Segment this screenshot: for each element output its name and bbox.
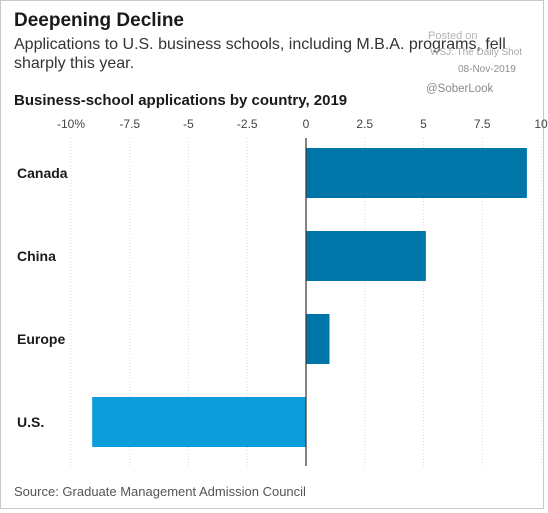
watermark-handle: @SoberLook	[426, 83, 494, 95]
watermark-date: 08-Nov-2019	[458, 64, 516, 75]
category-label: China	[17, 248, 56, 264]
watermark-source: WSJ: The Daily Shot	[430, 47, 523, 58]
x-tick-label: -5	[183, 117, 194, 131]
x-tick-label: 10	[534, 117, 548, 131]
bar-canada	[306, 148, 527, 198]
x-axis: -10% -7.5 -5 -2.5 0 2.5 5 7.5 10	[57, 117, 548, 466]
x-tick-label: 7.5	[474, 117, 491, 131]
x-tick-label: 2.5	[356, 117, 373, 131]
bar-us	[92, 397, 307, 447]
bars	[92, 148, 527, 447]
x-tick-label: -7.5	[119, 117, 140, 131]
x-tick-label: -10%	[57, 117, 85, 131]
category-labels: Canada China Europe U.S.	[17, 165, 68, 430]
category-label: U.S.	[17, 414, 44, 430]
page-title: Deepening Decline	[14, 10, 184, 31]
bar-china	[306, 231, 426, 281]
x-tick-label: 5	[420, 117, 427, 131]
watermark-posted: Posted on	[428, 30, 478, 42]
x-tick-label: -2.5	[237, 117, 258, 131]
category-label: Europe	[17, 331, 65, 347]
x-tick-label: 0	[303, 117, 310, 131]
category-label: Canada	[17, 165, 68, 181]
page-subtitle: Applications to U.S. business schools, i…	[14, 36, 506, 72]
bar-europe	[306, 314, 330, 364]
source-note: Source: Graduate Management Admission Co…	[14, 484, 306, 499]
chart-title: Business-school applications by country,…	[14, 92, 348, 109]
